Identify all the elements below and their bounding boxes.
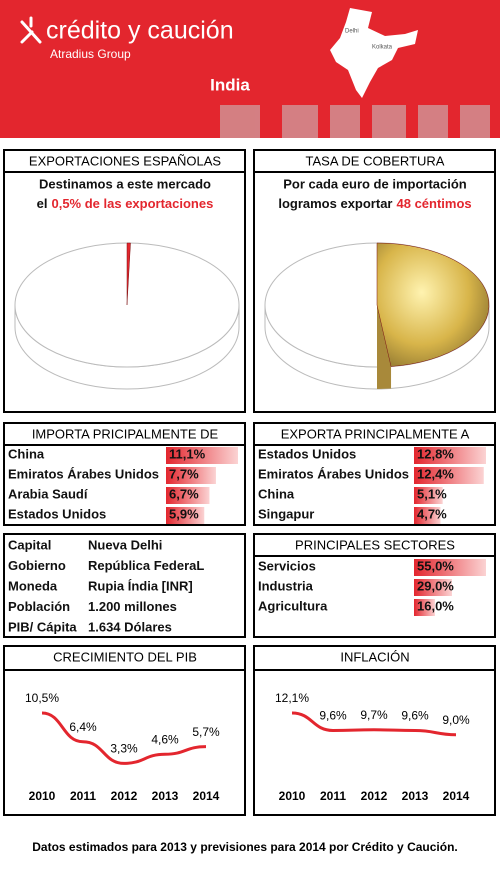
- bar: [166, 447, 238, 464]
- map-label: Kolkata: [372, 45, 393, 51]
- value-label: 5,9%: [169, 506, 199, 521]
- value-label: 55,0%: [417, 558, 454, 573]
- panel-text: Destinamos a este mercado: [39, 176, 211, 191]
- x-tick-label: 2011: [70, 789, 96, 803]
- row-label: Estados Unidos: [258, 446, 356, 461]
- row-label: Servicios: [258, 558, 316, 573]
- info-value: Rupia Índia [INR]: [88, 578, 193, 593]
- value-label: 7,7%: [169, 466, 199, 481]
- row-label: China: [258, 486, 295, 501]
- value-label: 6,4%: [69, 720, 97, 734]
- value-label: 12,4%: [417, 466, 454, 481]
- row-label: Singapur: [258, 506, 314, 521]
- bar: [414, 559, 486, 576]
- text-part: el: [37, 196, 48, 211]
- row-label: Emiratos Árabes Unidos: [258, 466, 409, 481]
- panel-title: EXPORTACIONES ESPAÑOLAS: [29, 153, 221, 168]
- info-key: Capital: [8, 537, 51, 552]
- value-label: 5,1%: [417, 486, 447, 501]
- x-tick-label: 2014: [443, 789, 470, 803]
- bar: [414, 467, 484, 484]
- panel-title: EXPORTA PRINCIPALMENTE A: [281, 426, 470, 441]
- panel-title: TASA DE COBERTURA: [306, 153, 445, 168]
- x-tick-label: 2012: [361, 789, 388, 803]
- map: [330, 8, 418, 98]
- info-key: Población: [8, 599, 70, 614]
- bar: [166, 507, 205, 524]
- bar: [414, 599, 435, 616]
- info-value: República FederaL: [88, 558, 204, 573]
- x-tick-label: 2010: [279, 789, 306, 803]
- info-key: PIB/ Cápita: [8, 619, 77, 634]
- row-label: Agricultura: [258, 598, 328, 613]
- panel-title: CRECIMIENTO DEL PIB: [53, 649, 197, 664]
- row-label: Arabia Saudí: [8, 486, 88, 501]
- highlight: 48 céntimos: [397, 196, 472, 211]
- pie-slice: [126, 242, 131, 306]
- panel-text: Por cada euro de importación: [283, 176, 467, 191]
- text-part: logramos exportar: [278, 196, 392, 211]
- panel-title: INFLACIÓN: [340, 649, 409, 664]
- info-key: Gobierno: [8, 558, 66, 573]
- panel-text: logramos exportar 48 céntimos: [278, 196, 471, 211]
- row-label: Emiratos Árabes Unidos: [8, 466, 159, 481]
- info-value: Nueva Delhi: [88, 537, 162, 552]
- line: [291, 711, 457, 737]
- value-label: 16,0%: [417, 598, 454, 613]
- x-tick-label: 2013: [152, 789, 179, 803]
- value-label: 3,3%: [110, 742, 138, 756]
- line: [41, 711, 207, 765]
- brand-group: Atradius Group: [50, 47, 131, 61]
- value-label: 9,6%: [401, 709, 429, 723]
- bar: [414, 579, 452, 596]
- value-label: 29,0%: [417, 578, 454, 593]
- footer: Datos estimados para 2013 y previsiones …: [32, 840, 458, 854]
- value-label: 6,7%: [169, 486, 199, 501]
- info-value: 1.634 Dólares: [88, 619, 172, 634]
- value-label: 11,1%: [169, 446, 206, 461]
- brand: crédito y caución: [46, 17, 234, 45]
- row-label: China: [8, 446, 45, 461]
- pie-slice-side: [377, 305, 392, 389]
- panel-title: PRINCIPALES SECTORES: [295, 537, 455, 552]
- row-label: Estados Unidos: [8, 506, 106, 521]
- value-label: 5,7%: [192, 725, 220, 739]
- highlight: 0,5% de las exportaciones: [51, 196, 213, 211]
- x-tick-label: 2014: [193, 789, 220, 803]
- bar: [414, 447, 486, 464]
- info-key: Moneda: [8, 578, 58, 593]
- value-label: 9,6%: [319, 709, 347, 723]
- info-value: 1.200 millones: [88, 599, 177, 614]
- value-label: 9,0%: [442, 713, 470, 727]
- x-tick-label: 2011: [320, 789, 346, 803]
- logo-mark: [20, 16, 42, 44]
- value-label: 4,6%: [151, 732, 179, 746]
- x-tick-label: 2010: [29, 789, 56, 803]
- row-label: Industria: [258, 578, 314, 593]
- panel-text: el 0,5% de las exportaciones: [37, 196, 214, 211]
- value-label: 4,7%: [417, 506, 447, 521]
- map-label: Delhi: [345, 29, 359, 35]
- bar: [166, 467, 216, 484]
- x-tick-label: 2012: [111, 789, 138, 803]
- value-label: 12,8%: [417, 446, 454, 461]
- bar: [166, 487, 210, 504]
- value-label: 10,5%: [25, 691, 59, 705]
- value-label: 12,1%: [275, 691, 309, 705]
- header-deco: [220, 105, 490, 138]
- panel-title: IMPORTA PRICIPALMENTE DE: [32, 426, 219, 441]
- x-tick-label: 2013: [402, 789, 429, 803]
- country: India: [210, 75, 250, 94]
- pie-slice: [376, 242, 490, 367]
- value-label: 9,7%: [360, 708, 388, 722]
- bar: [414, 487, 443, 504]
- bar: [414, 507, 441, 524]
